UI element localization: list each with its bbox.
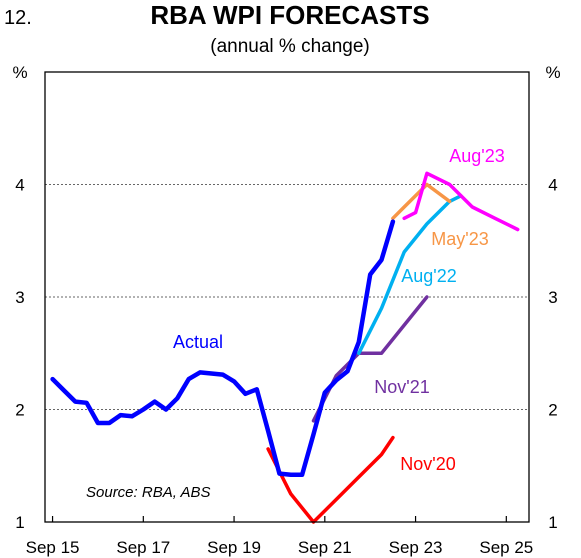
x-tick-label-3: Sep 21 bbox=[298, 538, 352, 557]
x-tick-label-2: Sep 19 bbox=[207, 538, 261, 557]
figure-number: 12. bbox=[4, 7, 32, 29]
x-tick-labels: Sep 15 Sep 17 Sep 19 Sep 21 Sep 23 Sep 25 bbox=[26, 516, 533, 557]
series-line-1 bbox=[311, 295, 429, 423]
y-axis-unit-right: % bbox=[545, 63, 560, 82]
source-note: Source: RBA, ABS bbox=[86, 484, 211, 501]
series-label-aug23: Aug'23 bbox=[449, 146, 505, 166]
y-tick-right-0: 1 bbox=[548, 513, 557, 532]
series-line-4 bbox=[402, 171, 520, 232]
series-line-0 bbox=[266, 435, 395, 524]
y-tick-right-1: 2 bbox=[548, 401, 557, 420]
y-tick-right-3: 4 bbox=[548, 176, 557, 195]
y-tick-left-1: 2 bbox=[15, 401, 24, 420]
y-axis-unit-left: % bbox=[12, 63, 27, 82]
x-tick-label-1: Sep 17 bbox=[116, 538, 170, 557]
x-tick-label-0: Sep 15 bbox=[26, 538, 80, 557]
series-label-actual: Actual bbox=[173, 332, 223, 352]
series-label-aug22: Aug'22 bbox=[401, 266, 457, 286]
plot-frame bbox=[44, 71, 530, 523]
series-line-5 bbox=[50, 219, 396, 478]
y-tick-left-3: 4 bbox=[15, 176, 24, 195]
series-lines bbox=[50, 171, 520, 524]
chart-title: RBA WPI FORECASTS bbox=[150, 0, 429, 30]
series-label-nov20: Nov'20 bbox=[400, 454, 455, 474]
series-line-3 bbox=[391, 182, 452, 221]
series-label-may23: May'23 bbox=[431, 229, 488, 249]
y-tick-left-2: 3 bbox=[15, 288, 24, 307]
series-line-2 bbox=[357, 194, 463, 356]
y-tick-left-0: 1 bbox=[15, 513, 24, 532]
y-tick-right-2: 3 bbox=[548, 288, 557, 307]
chart-subtitle: (annual % change) bbox=[210, 36, 370, 57]
series-label-nov21: Nov'21 bbox=[374, 377, 429, 397]
x-tick-label-5: Sep 25 bbox=[479, 538, 533, 557]
y-tick-labels: 1 1 2 2 3 3 4 4 bbox=[15, 176, 557, 533]
x-tick-label-4: Sep 23 bbox=[389, 538, 443, 557]
gridlines bbox=[45, 184, 529, 410]
